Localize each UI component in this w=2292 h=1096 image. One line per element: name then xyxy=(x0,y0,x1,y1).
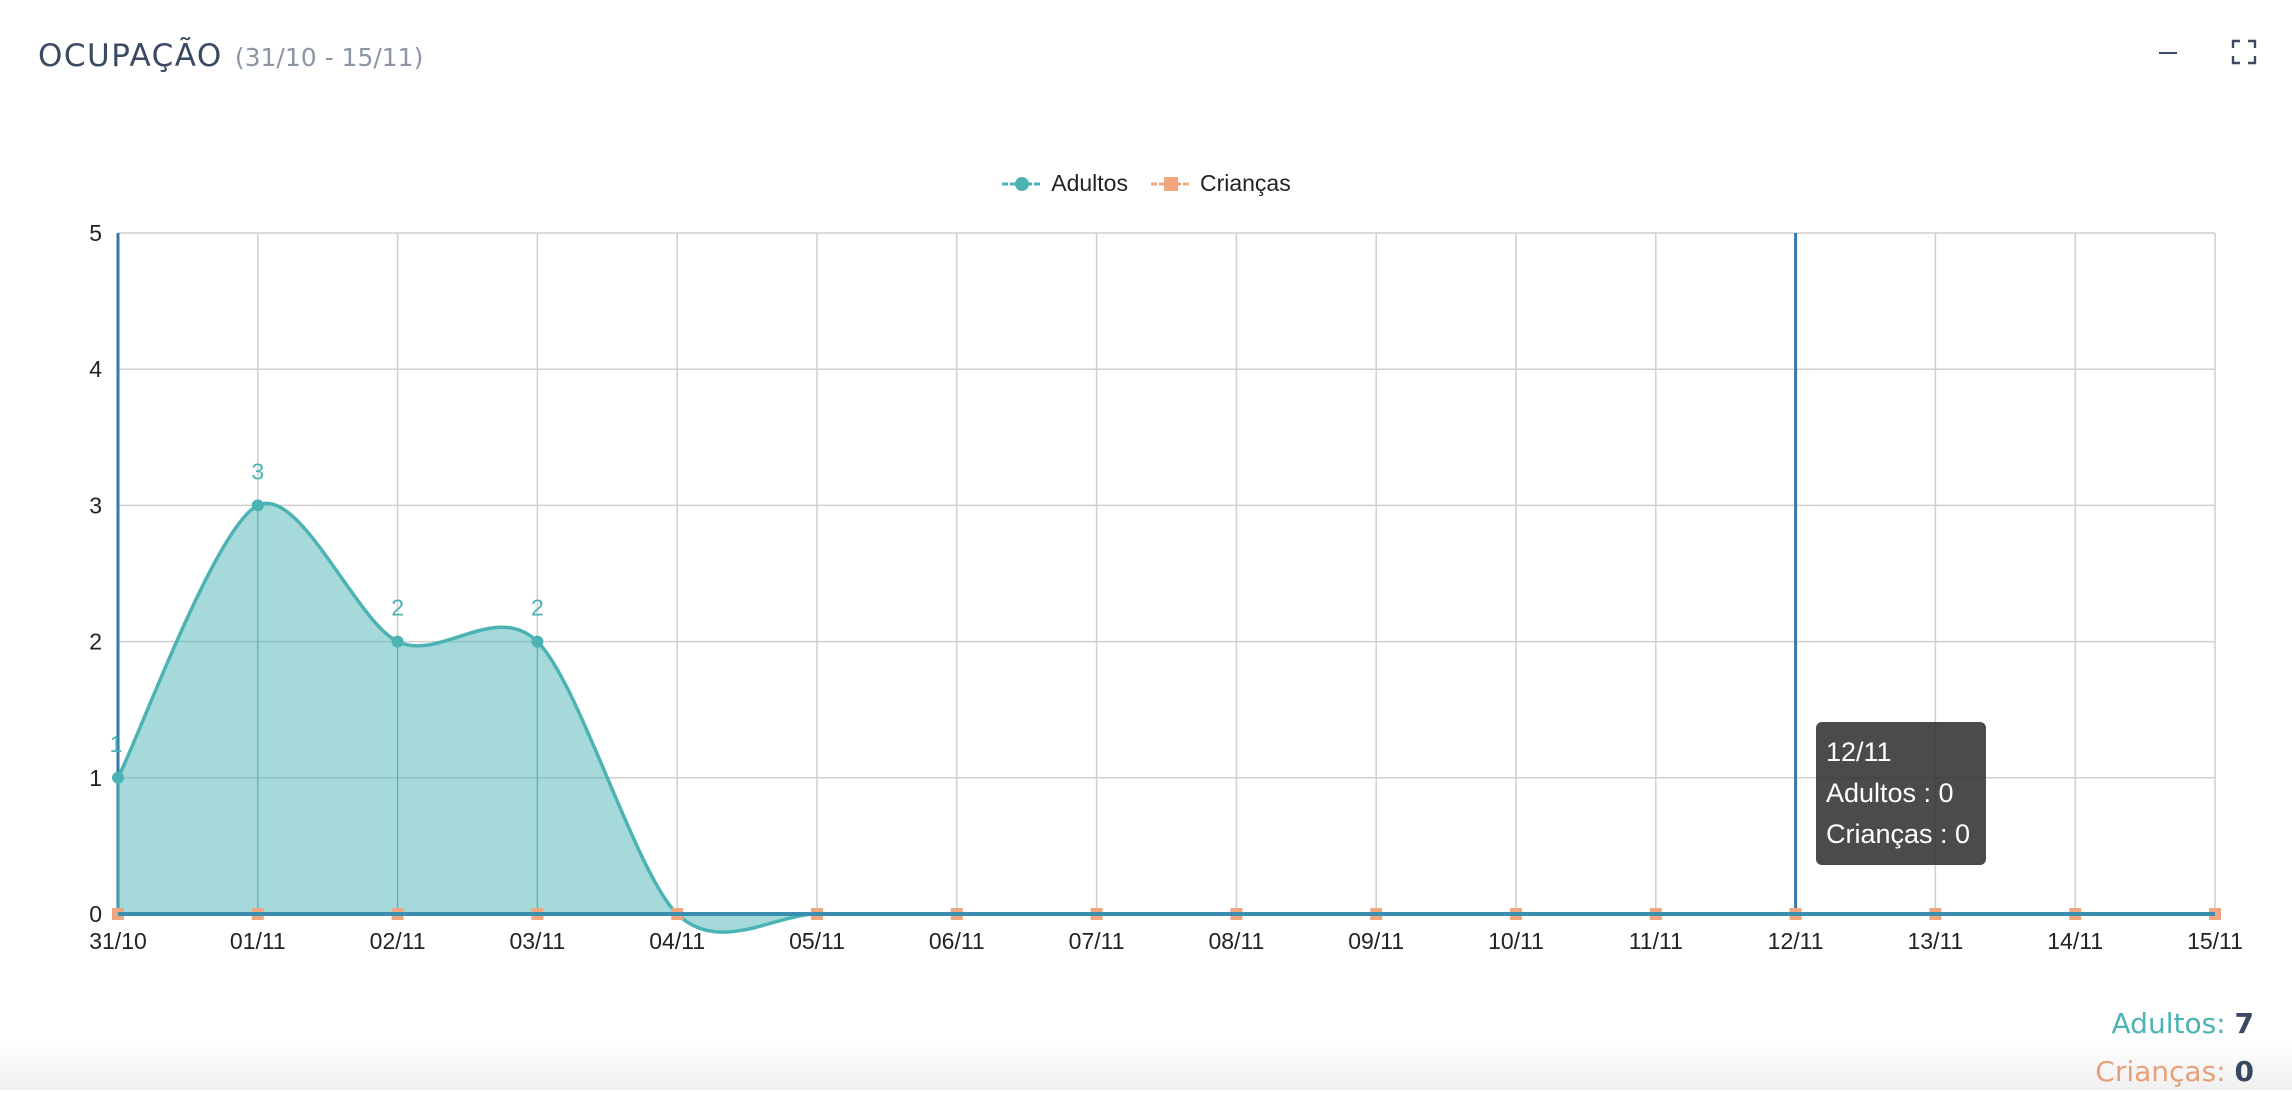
x-tick-label: 02/11 xyxy=(370,928,426,954)
y-tick-label: 3 xyxy=(89,492,102,518)
y-tick-label: 0 xyxy=(89,901,102,927)
point-adultos xyxy=(251,499,264,512)
point-adultos xyxy=(112,771,124,784)
minimize-button[interactable] xyxy=(2150,34,2186,70)
x-tick-label: 06/11 xyxy=(929,928,985,954)
fullscreen-button[interactable] xyxy=(2226,34,2262,70)
total-criancas: Crianças: 0 xyxy=(2095,1048,2254,1096)
x-tick-label: 15/11 xyxy=(2187,928,2243,954)
expand-icon xyxy=(2231,39,2257,65)
totals: Adultos: 7 Crianças: 0 xyxy=(2095,1000,2254,1096)
chart-svg[interactable]: 0 1 2 3 4 5 31/10 01/11 02/11 03/11 04/11 05/11 06/1… xyxy=(0,0,2292,1000)
x-tick-label: 07/11 xyxy=(1069,928,1125,954)
panel-title: OCUPAÇÃO xyxy=(38,38,223,74)
legend-adultos-marker-icon xyxy=(1002,176,1043,191)
total-criancas-value: 0 xyxy=(2234,1055,2254,1088)
x-tick-label: 10/11 xyxy=(1488,928,1544,954)
x-tick-label: 14/11 xyxy=(2047,928,2103,954)
chart-legend: Adultos Crianças xyxy=(0,170,2292,197)
minus-icon xyxy=(2159,52,2177,54)
x-tick-label: 04/11 xyxy=(649,928,705,954)
data-label-adultos: 3 xyxy=(251,458,264,484)
legend-criancas-marker-icon xyxy=(1150,176,1191,191)
date-range: (31/10 - 15/11) xyxy=(234,43,424,72)
chart-tooltip: 12/11 Adultos : 0 Crianças : 0 xyxy=(1816,722,1986,865)
tooltip-adultos: Adultos : 0 xyxy=(1826,778,1954,808)
legend-criancas-label: Crianças xyxy=(1199,170,1291,196)
x-tick-label: 13/11 xyxy=(1907,928,1963,954)
tooltip-criancas: Crianças : 0 xyxy=(1826,819,1971,849)
legend-item-criancas[interactable]: Crianças xyxy=(1150,170,1291,197)
x-tick-label: 31/10 xyxy=(89,928,147,954)
legend-adultos-label: Adultos xyxy=(1051,170,1128,196)
y-tick-label: 5 xyxy=(89,220,102,246)
y-tick-label: 1 xyxy=(89,765,102,791)
point-adultos xyxy=(531,635,544,648)
total-adultos-label: Adultos: xyxy=(2111,1007,2226,1040)
total-adultos: Adultos: 7 xyxy=(2095,1000,2254,1048)
occupancy-chart: 0 1 2 3 4 5 31/10 01/11 02/11 03/11 04/11 05/11 06/1… xyxy=(0,0,2292,1000)
total-adultos-value: 7 xyxy=(2234,1007,2254,1040)
tooltip-title: 12/11 xyxy=(1826,737,1892,767)
x-tick-label: 01/11 xyxy=(230,928,286,954)
x-tick-label: 11/11 xyxy=(1629,928,1683,954)
x-tick-label: 08/11 xyxy=(1208,928,1264,954)
data-label-adultos: 2 xyxy=(391,595,404,621)
data-label-adultos: 1 xyxy=(110,731,123,757)
point-adultos xyxy=(391,635,404,648)
panel-header: OCUPAÇÃO (31/10 - 15/11) xyxy=(38,38,423,74)
legend-item-adultos[interactable]: Adultos xyxy=(1001,170,1128,197)
footer-shadow xyxy=(0,1040,2292,1090)
total-criancas-label: Crianças: xyxy=(2095,1055,2226,1088)
x-tick-label: 03/11 xyxy=(509,928,565,954)
window-controls xyxy=(2150,34,2262,70)
x-tick-label: 12/11 xyxy=(1768,928,1824,954)
y-tick-label: 2 xyxy=(89,629,102,655)
x-tick-label: 05/11 xyxy=(789,928,845,954)
data-label-adultos: 2 xyxy=(531,595,544,621)
series-area-adultos xyxy=(118,503,2215,933)
y-tick-label: 4 xyxy=(89,356,102,382)
x-tick-label: 09/11 xyxy=(1348,928,1404,954)
